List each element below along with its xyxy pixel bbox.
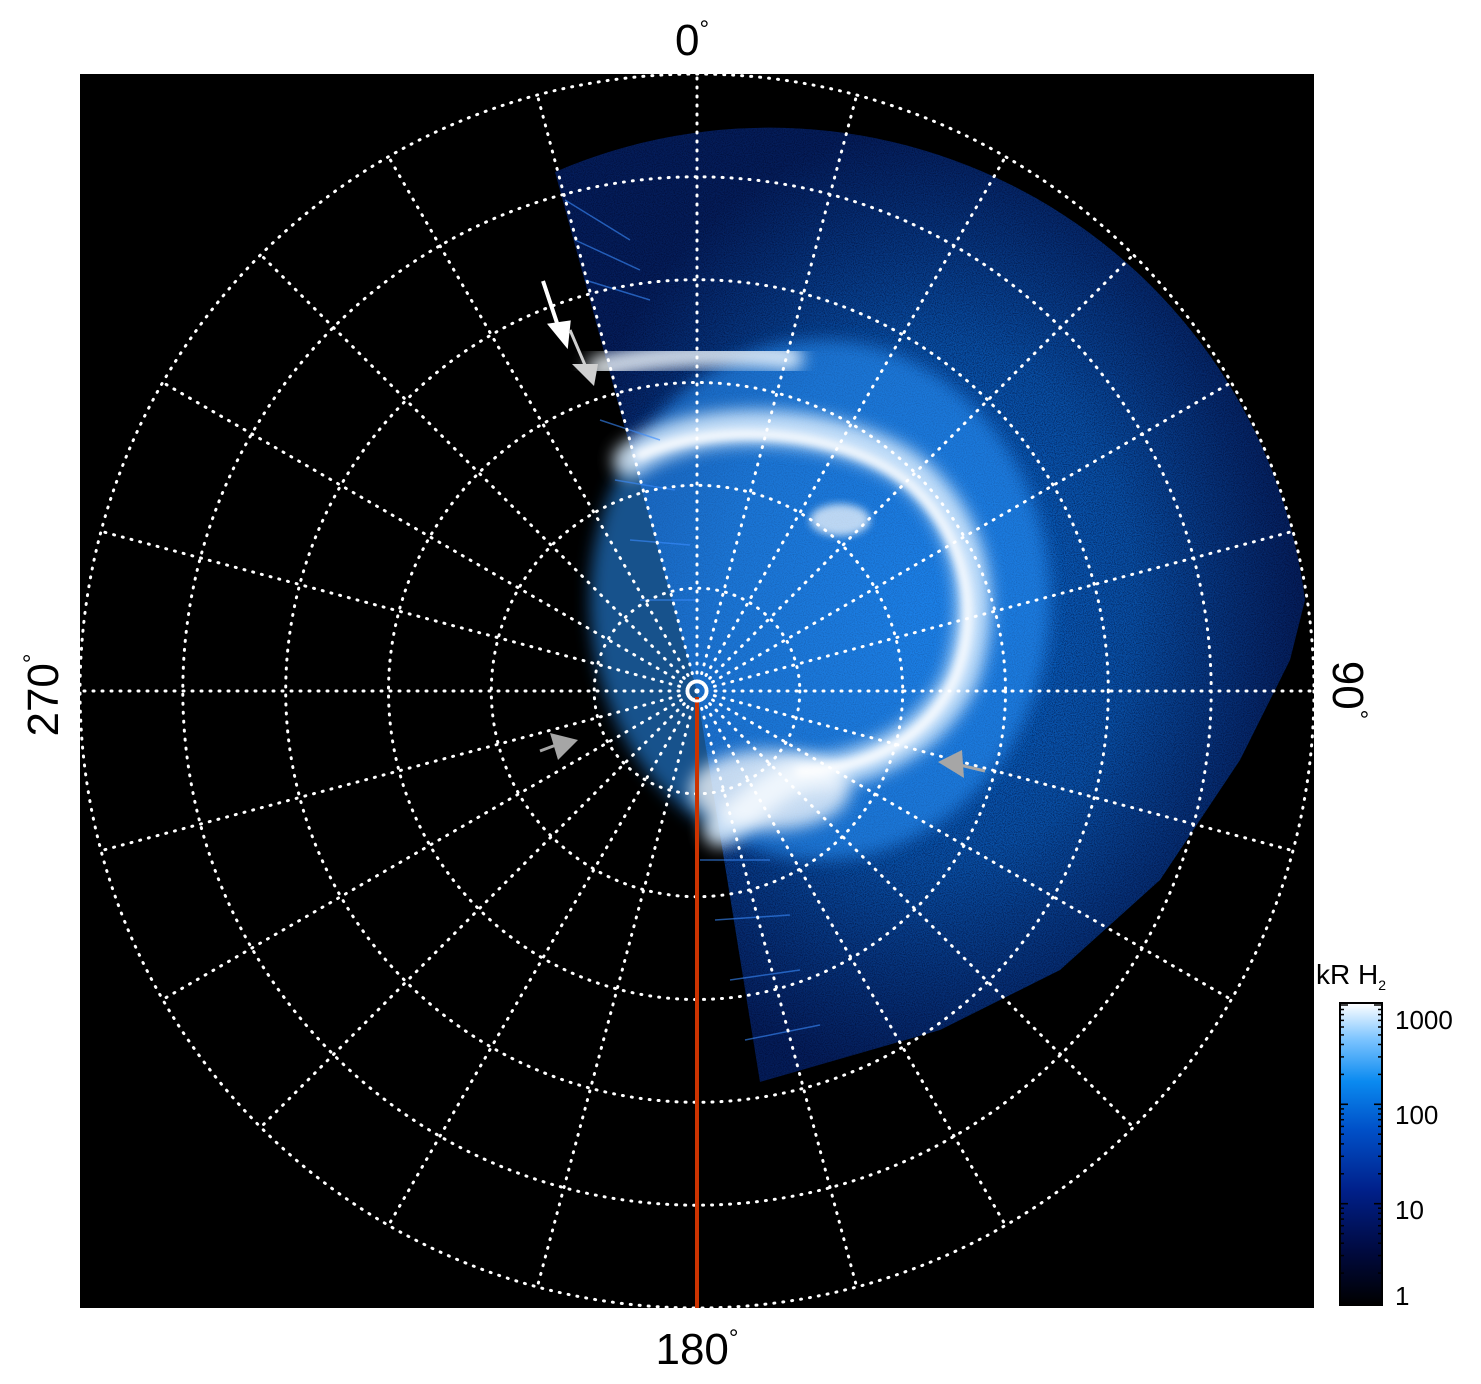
- azimuth-label-0: 0°: [675, 16, 709, 65]
- polar-arc: [587, 341, 803, 381]
- auroral-emission-image: [555, 127, 1305, 1082]
- grid-spoke: [259, 253, 699, 693]
- grid-spoke: [695, 381, 1233, 693]
- azimuth-label-180: 180°: [655, 1325, 738, 1374]
- bright-patch-spot: [810, 504, 870, 536]
- grid-spoke: [387, 689, 699, 1227]
- grid-spoke: [99, 529, 699, 693]
- colorbar-tick-100: 100: [1395, 1100, 1438, 1130]
- grid-spoke: [695, 155, 1007, 693]
- colorbar-tick-marks: [1340, 1004, 1382, 1304]
- arrow-grey-left: [539, 733, 578, 760]
- limb-streaks: [564, 199, 821, 1041]
- polar-grid: [80, 74, 1314, 1308]
- grid-spoke: [695, 253, 1135, 693]
- grid-spoke: [161, 381, 699, 693]
- colorbar-tick-1000: 1000: [1395, 1005, 1453, 1035]
- azimuth-label-270: 270°: [19, 653, 68, 736]
- grid-spoke: [99, 689, 699, 853]
- bright-patch-lower: [690, 750, 850, 830]
- grid-spoke: [695, 689, 1295, 853]
- arrow-grey-right: [938, 750, 986, 778]
- azimuth-label-90: 90°: [1323, 661, 1372, 720]
- grid-spoke: [535, 93, 699, 693]
- grid-spoke: [695, 689, 1007, 1227]
- grid-spoke: [161, 689, 699, 1001]
- grid-spoke: [695, 689, 1233, 1001]
- grid-spoke: [695, 529, 1295, 693]
- arrow-grey-upper: [568, 329, 598, 386]
- arrow-white: [541, 280, 571, 350]
- grid-spoke: [695, 689, 859, 1289]
- grid-spoke: [535, 689, 699, 1289]
- grid-ring: [284, 278, 1110, 1104]
- colorbar-tick-1: 1: [1395, 1281, 1409, 1311]
- colorbar-tick-10: 10: [1395, 1195, 1424, 1225]
- grid-spoke: [695, 93, 859, 693]
- grid-spoke: [387, 155, 699, 693]
- colorbar-gradient: [1339, 1002, 1383, 1306]
- grid-spoke: [259, 689, 699, 1129]
- colorbar: kR H2 1000 100 10 1: [1316, 959, 1453, 1311]
- colorbar-title: kR H2: [1316, 959, 1386, 993]
- grid-spoke: [695, 689, 1135, 1129]
- main-auroral-oval-core: [635, 429, 973, 777]
- pole-marker: [685, 679, 709, 703]
